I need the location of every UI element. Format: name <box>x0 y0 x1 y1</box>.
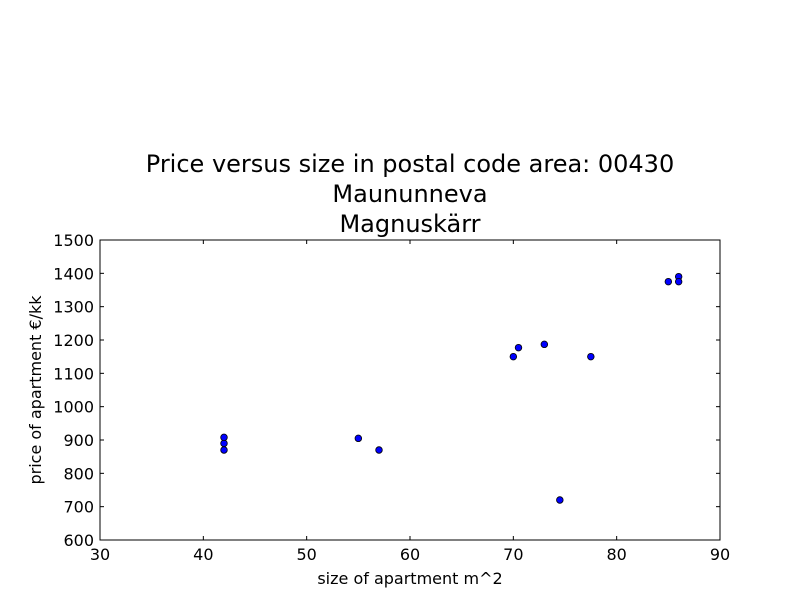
y-axis-ticks: 600 700 800 900 1000 1100 1200 1300 1400 1500 <box>53 231 720 550</box>
chart-title-line-1: Price versus size in postal code area: 0… <box>146 150 674 178</box>
y-axis-label: price of apartment €/kk <box>26 295 45 485</box>
y-tick-label: 1000 <box>53 398 94 417</box>
x-tick-label: 40 <box>193 545 213 564</box>
y-tick-label: 1200 <box>53 331 94 350</box>
data-point <box>509 352 518 361</box>
plot-area <box>100 240 720 540</box>
x-tick-label: 50 <box>296 545 316 564</box>
chart-title-line-2: Maununneva <box>332 180 487 208</box>
x-axis-label: size of apartment m^2 <box>317 569 502 588</box>
data-point <box>220 433 228 442</box>
plot-frame <box>99 239 721 541</box>
x-tick-label: 90 <box>710 545 730 564</box>
data-point <box>375 446 383 454</box>
x-axis-ticks: 30 40 50 60 70 80 90 <box>90 240 730 564</box>
data-points <box>220 272 683 504</box>
y-tick-label: 1400 <box>53 264 94 283</box>
x-tick-label: 30 <box>90 545 110 564</box>
x-tick-label: 70 <box>503 545 523 564</box>
data-point <box>556 496 564 504</box>
data-point <box>664 277 673 286</box>
x-tick-label: 60 <box>400 545 420 564</box>
data-point <box>220 446 228 454</box>
y-tick-label: 1100 <box>53 364 94 383</box>
data-point <box>587 352 595 361</box>
y-tick-label: 600 <box>63 531 94 550</box>
data-point <box>674 277 683 286</box>
chart-title-line-3: Magnuskärr <box>339 210 480 238</box>
y-tick-label: 1500 <box>53 231 94 250</box>
chart-title: Price versus size in postal code area: 0… <box>146 150 674 238</box>
data-point <box>540 340 549 349</box>
data-point <box>354 434 363 443</box>
y-tick-label: 900 <box>63 431 94 450</box>
y-tick-label: 1300 <box>53 298 94 317</box>
y-tick-label: 700 <box>63 498 94 517</box>
x-tick-label: 80 <box>606 545 626 564</box>
y-tick-label: 800 <box>63 464 94 483</box>
data-point <box>514 343 523 352</box>
